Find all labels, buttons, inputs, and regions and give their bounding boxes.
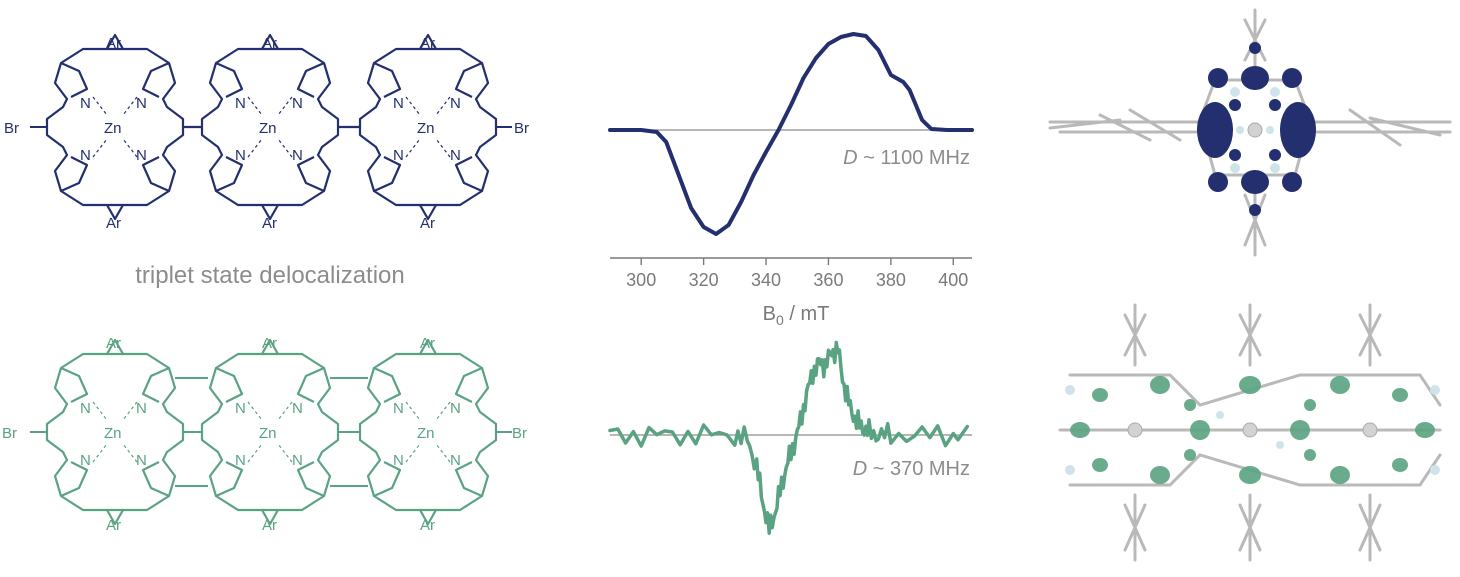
fusion-bond-left [175,377,208,487]
n-label: N [136,400,147,417]
d-annotation: D ~ 370 MHz [853,458,970,480]
br-label: Br [2,425,17,442]
n-label: N [450,95,461,112]
d-annotation: D ~ 1100 MHz [843,147,970,169]
n-label: N [80,452,91,469]
n-label: N [450,147,461,164]
n-label: N [136,95,147,112]
n-label: N [235,400,246,417]
spin-lobe [1249,42,1261,54]
spin-lobe [1280,102,1316,158]
x-tick-label: 400 [938,270,968,290]
x-tick-label: 360 [813,270,843,290]
spin-lobe [1249,204,1261,216]
spin-lobe [1282,68,1302,88]
caption: triplet state delocalization [135,262,405,289]
n-label: N [292,452,303,469]
ar-label: Ar [106,35,121,52]
spin-lobe [1197,102,1233,158]
zn-atom [1127,422,1143,438]
n-label: N [393,452,404,469]
linked-porphyrin-trimer: Br Br Zn Zn Zn Ar Ar Ar Ar Ar Ar N N N N… [4,33,529,232]
n-label: N [393,400,404,417]
zn-label: Zn [259,120,277,137]
n-label: N [80,400,91,417]
x-tick-label: 320 [689,270,719,290]
x-axis-label: B0 / mT [763,303,830,328]
n-label: N [235,147,246,164]
x-tick-label: 340 [751,270,781,290]
ar-label: Ar [262,35,277,52]
zn-atom [1247,122,1263,138]
spin-lobe [1241,66,1269,90]
series-line-trimer [608,32,974,236]
ar-label: Ar [420,335,435,352]
x-tick-label: 380 [876,270,906,290]
series-line-fused [608,340,970,535]
fusion-bond-right [330,377,368,487]
n-label: N [450,400,461,417]
n-label: N [292,400,303,417]
zn-label: Zn [259,425,277,442]
zn-label: Zn [417,425,435,442]
spin-lobe [1229,99,1241,111]
fused-porphyrin-tape: Br Br Zn Zn Zn Ar Ar Ar Ar Ar Ar N N N N… [2,335,527,534]
ar-label: Ar [106,517,121,534]
x-tick-label: 300 [626,270,656,290]
ar-label: Ar [262,215,277,232]
epr-spectrum-top: D ~ 1100 MHz 300 320 340 360 380 400 B0 / mT [608,32,974,328]
n-label: N [80,95,91,112]
zn-atom [1362,422,1378,438]
spin-lobe [1208,68,1228,88]
n-label: N [292,95,303,112]
fused-tape-spin-density-render [1058,303,1442,562]
ar-label: Ar [420,215,435,232]
spin-lobe [1208,172,1228,192]
spin-lobe [1269,149,1281,161]
n-label: N [292,147,303,164]
ar-label: Ar [106,335,121,352]
br-label: Br [4,120,19,137]
spin-lobe [1241,170,1269,194]
ar-label: Ar [420,517,435,534]
zn-label: Zn [104,425,122,442]
br-label: Br [512,425,527,442]
ar-label: Ar [262,517,277,534]
ar-label: Ar [420,35,435,52]
ar-label: Ar [106,215,121,232]
ar-label: Ar [262,335,277,352]
n-label: N [393,95,404,112]
n-label: N [235,95,246,112]
zn-atom [1242,422,1258,438]
n-label: N [393,147,404,164]
n-label: N [136,147,147,164]
n-label: N [80,147,91,164]
zn-label: Zn [104,120,122,137]
zn-label: Zn [417,120,435,137]
epr-spectrum-bottom: D ~ 370 MHz [608,340,972,535]
n-label: N [450,452,461,469]
trimer-spin-density-render [1048,8,1452,257]
spin-lobe [1282,172,1302,192]
spin-lobe [1269,99,1281,111]
br-label: Br [514,120,529,137]
n-label: N [136,452,147,469]
spin-lobe [1229,149,1241,161]
n-label: N [235,452,246,469]
